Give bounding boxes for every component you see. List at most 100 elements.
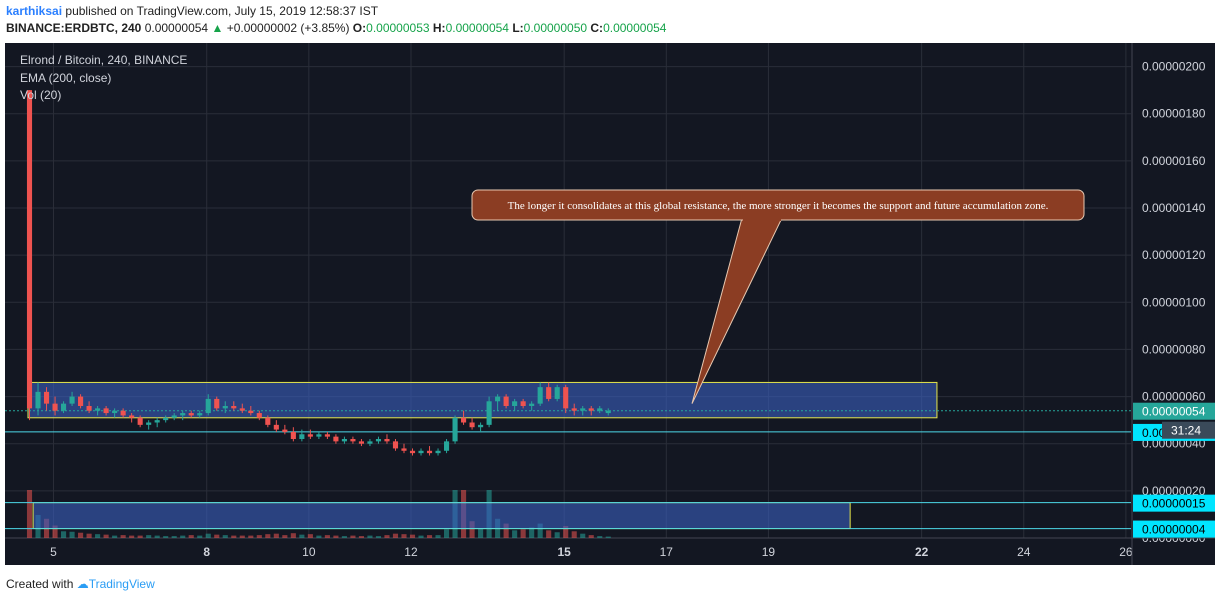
volume-bar <box>103 534 109 538</box>
chart-background <box>5 43 1215 565</box>
volume-bar <box>597 536 603 538</box>
candle-body <box>486 401 492 425</box>
x-tick-label: 17 <box>660 545 674 559</box>
close-value: 0.00000054 <box>603 21 667 35</box>
candle-body <box>146 422 152 425</box>
volume-bar <box>180 535 186 538</box>
high-value: 0.00000054 <box>445 21 509 35</box>
candle-body <box>333 436 339 442</box>
volume-bar <box>401 534 407 538</box>
candle-body <box>537 387 543 404</box>
volume-bar <box>426 535 433 538</box>
volume-bar <box>239 535 245 538</box>
volume-bar <box>375 536 382 538</box>
candle-body <box>112 410 118 414</box>
low-value: 0.00000050 <box>523 21 588 35</box>
candle-body <box>324 434 330 437</box>
tradingview-link[interactable]: TradingView <box>88 577 155 591</box>
candle-body <box>52 403 58 411</box>
symbol-legend: Elrond / Bitcoin, 240, BINANCE <box>20 53 188 67</box>
candle-body <box>265 417 271 425</box>
y-tick-label: 0.00000200 <box>1142 60 1206 74</box>
up-triangle-icon: ▲ <box>211 21 224 35</box>
candle-body <box>563 387 569 409</box>
volume-bar <box>537 523 543 538</box>
y-tick-label: 0.00000020 <box>1142 484 1206 498</box>
candle-body <box>35 391 41 409</box>
candle-body <box>512 401 518 406</box>
candle-body <box>163 417 169 421</box>
volume-bar <box>392 533 399 538</box>
x-tick-label: 26 <box>1119 545 1133 559</box>
candle-body <box>316 434 322 437</box>
candle-body <box>605 410 611 414</box>
candle-body <box>341 439 347 442</box>
y-tick-label: 0.00000140 <box>1142 201 1206 215</box>
y-tick-label: 0.00000060 <box>1142 390 1206 404</box>
volume-legend: Vol (20) <box>20 88 62 102</box>
candle-body <box>495 396 501 402</box>
candle-body <box>61 403 67 411</box>
volume-bar <box>367 535 373 538</box>
volume-bar <box>469 521 475 538</box>
low-label: L: <box>512 21 524 35</box>
volume-bar <box>324 535 330 538</box>
volume-bar <box>231 535 237 538</box>
volume-bar <box>69 531 75 538</box>
volume-bar <box>248 535 254 538</box>
candle-body <box>282 429 288 432</box>
candle-body <box>231 406 237 409</box>
volume-bar <box>333 535 339 538</box>
volume-bar <box>503 523 509 538</box>
candle-body <box>384 439 390 442</box>
volume-bar <box>273 533 279 538</box>
candle-body <box>137 417 143 425</box>
volume-bar <box>529 527 535 538</box>
volume-bar <box>299 534 305 538</box>
candle-body <box>69 396 75 404</box>
candle-body <box>350 439 356 442</box>
volume-bar <box>571 531 577 538</box>
publish-line: karthiksai published on TradingView.com,… <box>6 4 378 18</box>
candle-body <box>120 410 126 416</box>
x-tick-label: 5 <box>50 545 57 559</box>
volume-bar <box>546 530 552 538</box>
volume-bar <box>61 531 67 538</box>
candle-body <box>401 448 407 451</box>
y-tick-label: 0.00000180 <box>1142 107 1206 121</box>
candle-body <box>103 408 109 414</box>
author-link[interactable]: karthiksai <box>6 4 63 18</box>
volume-bar <box>384 535 390 538</box>
candle-body <box>520 401 526 406</box>
candle-body <box>248 410 254 414</box>
volume-bar <box>580 533 586 538</box>
candle-body <box>392 441 399 449</box>
candle-body <box>290 431 296 439</box>
chart-panel[interactable]: 0.00000200 0.00000180 0.00000160 0.00000140… <box>5 43 1215 565</box>
callout-text: The longer it consolidates at this globa… <box>508 200 1049 212</box>
chart-svg[interactable]: 0.00000200 0.00000180 0.00000160 0.00000140… <box>5 43 1215 565</box>
published-text: published on TradingView.com, July 15, 2… <box>65 4 379 18</box>
volume-bar <box>358 536 364 538</box>
candle-body <box>188 413 194 416</box>
price-change: +0.00000002 (+3.85%) <box>226 21 350 35</box>
countdown-bg <box>1162 421 1215 439</box>
volume-bar <box>137 535 143 538</box>
candle-body <box>214 398 220 409</box>
volume-bar <box>409 534 416 538</box>
x-tick-label: 24 <box>1017 545 1031 559</box>
y-tick-label: 0.00000160 <box>1142 154 1206 168</box>
volume-bar <box>163 536 169 538</box>
volume-bar <box>512 530 518 538</box>
x-tick-label: 19 <box>762 545 776 559</box>
open-label: O: <box>352 21 367 35</box>
candle-body <box>443 441 450 451</box>
volume-bar <box>26 490 33 538</box>
price-axis-label-bg <box>1133 494 1215 512</box>
candle-body <box>26 90 33 409</box>
candle-body <box>409 450 416 454</box>
volume-bar <box>350 535 356 538</box>
volume-bar <box>197 535 203 538</box>
candle-body <box>256 413 262 418</box>
volume-bar <box>256 535 262 538</box>
